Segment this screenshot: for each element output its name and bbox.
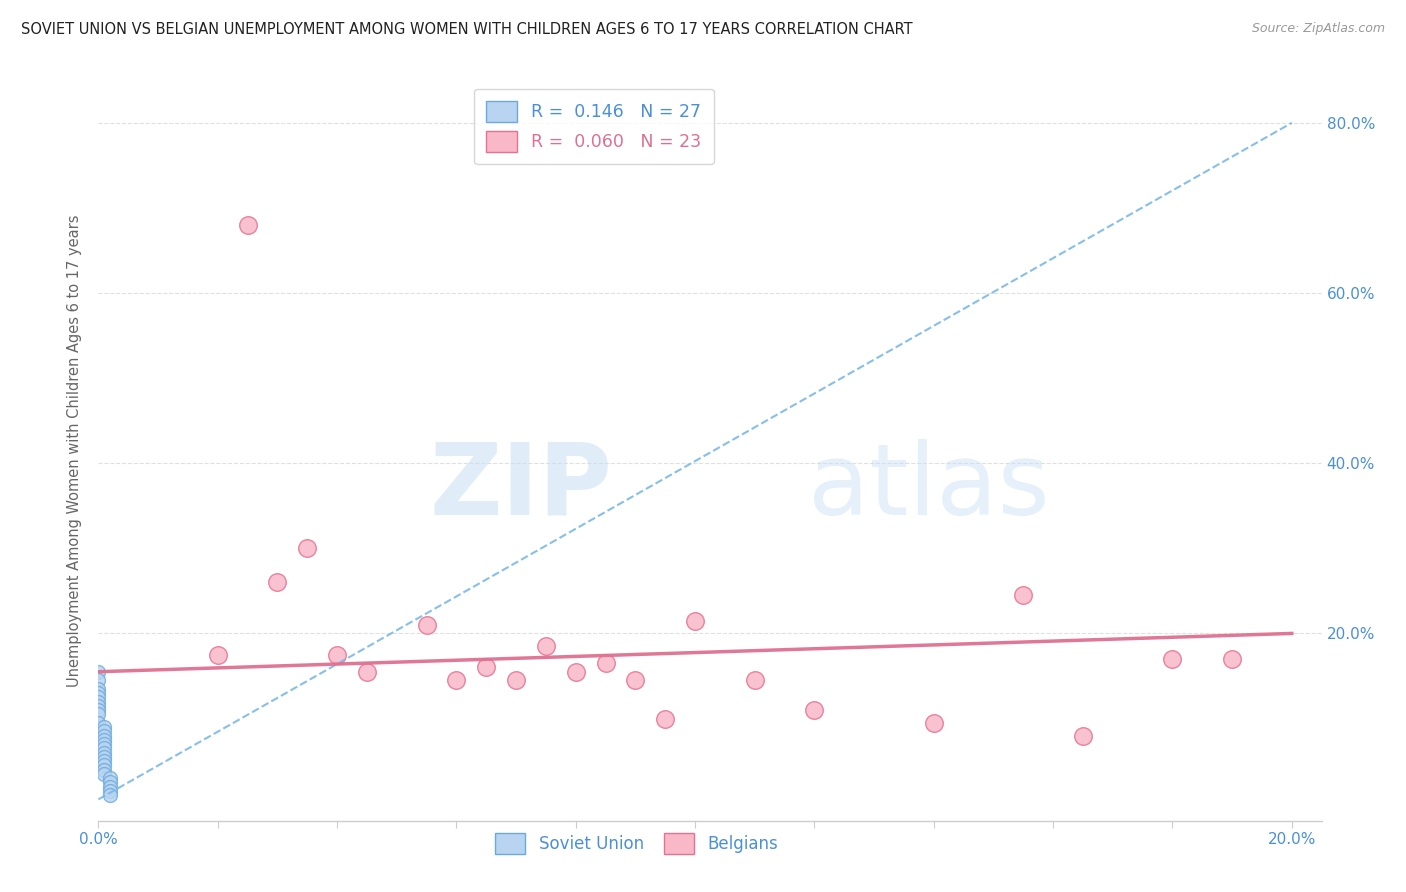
Point: [415, 618, 437, 632]
Point: [98, 788, 121, 802]
Point: [98, 784, 121, 798]
Point: [87, 703, 110, 717]
Point: [98, 775, 121, 789]
Y-axis label: Unemployment Among Women with Children Ages 6 to 17 years: Unemployment Among Women with Children A…: [67, 214, 83, 687]
Point: [475, 660, 498, 674]
Text: ZIP: ZIP: [429, 439, 612, 536]
Point: [93, 767, 115, 781]
Point: [93, 749, 115, 764]
Point: [93, 763, 115, 777]
Point: [624, 673, 647, 688]
Point: [93, 758, 115, 772]
Point: [93, 724, 115, 739]
Text: SOVIET UNION VS BELGIAN UNEMPLOYMENT AMONG WOMEN WITH CHILDREN AGES 6 TO 17 YEAR: SOVIET UNION VS BELGIAN UNEMPLOYMENT AMO…: [21, 22, 912, 37]
Point: [87, 665, 110, 679]
Point: [87, 698, 110, 713]
Point: [565, 665, 588, 679]
Point: [505, 673, 527, 688]
Text: atlas: atlas: [808, 439, 1049, 536]
Point: [654, 712, 676, 726]
Point: [87, 686, 110, 700]
Point: [326, 648, 349, 662]
Point: [297, 541, 319, 556]
Point: [87, 715, 110, 730]
Point: [922, 715, 945, 730]
Point: [93, 754, 115, 768]
Point: [87, 673, 110, 688]
Point: [1220, 652, 1243, 666]
Point: [1012, 588, 1035, 602]
Point: [98, 771, 121, 785]
Point: [93, 732, 115, 747]
Point: [87, 690, 110, 705]
Point: [93, 729, 115, 743]
Point: [87, 694, 110, 708]
Point: [93, 720, 115, 734]
Point: [356, 665, 378, 679]
Point: [595, 657, 617, 671]
Point: [93, 741, 115, 756]
Point: [236, 218, 259, 232]
Legend: Soviet Union, Belgians: Soviet Union, Belgians: [489, 827, 785, 861]
Point: [1071, 729, 1094, 743]
Point: [744, 673, 766, 688]
Point: [446, 673, 468, 688]
Text: Source: ZipAtlas.com: Source: ZipAtlas.com: [1251, 22, 1385, 36]
Point: [266, 575, 288, 590]
Point: [87, 707, 110, 722]
Point: [803, 703, 825, 717]
Point: [1161, 652, 1184, 666]
Point: [207, 648, 229, 662]
Point: [98, 780, 121, 794]
Point: [93, 737, 115, 751]
Point: [93, 746, 115, 760]
Point: [683, 614, 706, 628]
Point: [534, 639, 557, 653]
Point: [87, 681, 110, 696]
